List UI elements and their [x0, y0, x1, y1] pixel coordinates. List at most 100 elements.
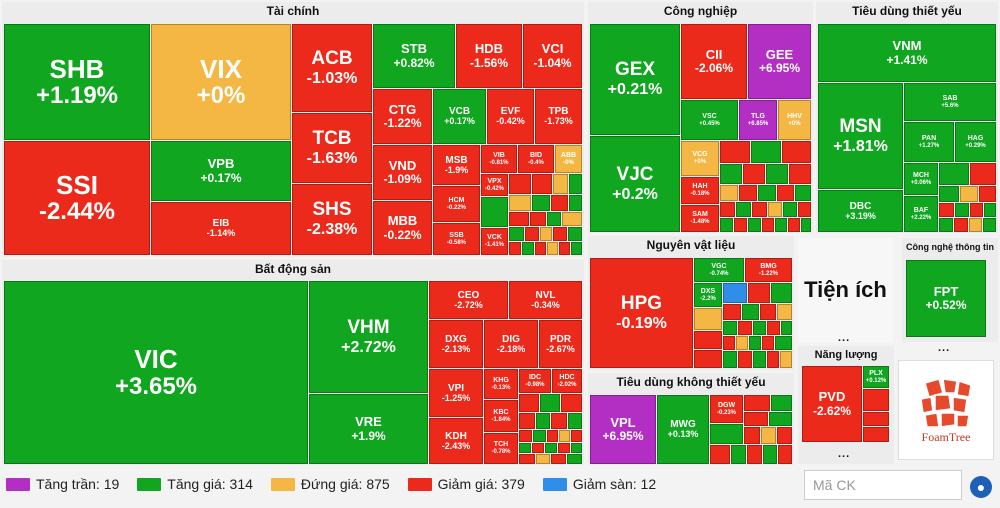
tile-KHG[interactable]: KHG -0.13% — [484, 369, 518, 399]
tile-small[interactable] — [777, 304, 792, 320]
tile-small[interactable] — [748, 283, 770, 303]
tile-small[interactable] — [532, 174, 552, 194]
tile-VCK[interactable]: VCK -1.41% — [481, 228, 508, 255]
tile-small[interactable] — [777, 427, 792, 444]
tile-VNM[interactable]: VNM +1.41% — [818, 24, 996, 82]
globe-icon[interactable]: ● — [970, 476, 992, 498]
tile-small[interactable] — [567, 454, 582, 464]
tile-VHM[interactable]: VHM +2.72% — [309, 281, 428, 393]
tile-MBB[interactable]: MBB -0.22% — [373, 201, 432, 255]
tile-small[interactable] — [571, 242, 582, 255]
legend-item-up[interactable]: Tăng giá: 314 — [137, 476, 253, 492]
tile-small[interactable] — [744, 395, 770, 411]
tile-small[interactable] — [863, 389, 889, 411]
tile-EIB[interactable]: EIB -1.14% — [151, 202, 291, 255]
tile-small[interactable] — [571, 443, 582, 453]
tile-small[interactable] — [744, 412, 768, 426]
tile-small[interactable] — [979, 186, 996, 202]
tile-small[interactable] — [777, 185, 794, 201]
tile-small[interactable] — [738, 321, 752, 335]
tile-small[interactable] — [551, 454, 566, 464]
tile-small[interactable] — [532, 195, 550, 211]
tile-small[interactable] — [954, 218, 968, 232]
tile-small[interactable] — [752, 202, 767, 217]
tile-HPG[interactable]: HPG -0.19% — [590, 258, 693, 368]
tile-VSC[interactable]: VSC +0.45% — [681, 100, 738, 140]
tile-HCM[interactable]: HCM -0.22% — [433, 186, 480, 222]
tile-KBC[interactable]: KBC -1.84% — [484, 400, 518, 432]
tile-small[interactable] — [753, 321, 766, 335]
tile-small[interactable] — [569, 195, 582, 211]
tile-small[interactable] — [533, 430, 546, 442]
tile-HAG[interactable]: HAG +0.29% — [955, 122, 996, 162]
tile-VPL[interactable]: VPL +6.95% — [590, 395, 656, 464]
tile-KDH[interactable]: KDH -2.43% — [429, 418, 483, 464]
tile-DBC[interactable]: DBC +3.19% — [818, 190, 903, 232]
tile-small[interactable] — [769, 412, 792, 426]
tile-small[interactable] — [939, 218, 953, 232]
tile-VPI[interactable]: VPI -1.25% — [429, 369, 483, 417]
tile-SSI[interactable]: SSI -2.44% — [4, 141, 150, 255]
tile-DGW[interactable]: DGW -0.23% — [710, 395, 743, 423]
tile-VCI[interactable]: VCI -1.04% — [523, 24, 582, 88]
tile-small[interactable] — [710, 424, 743, 444]
tile-small[interactable] — [747, 445, 762, 464]
tile-small[interactable] — [559, 430, 570, 442]
tile-ABB[interactable]: ABB -0% — [555, 145, 582, 173]
tile-small[interactable] — [540, 394, 560, 412]
tile-small[interactable] — [559, 242, 570, 255]
tile-small[interactable] — [781, 321, 792, 335]
foamtree-logo[interactable]: FoamTree — [898, 360, 994, 460]
tile-small[interactable] — [723, 304, 741, 320]
tile-VIC[interactable]: VIC +3.65% — [4, 281, 308, 464]
tile-small[interactable] — [939, 186, 959, 202]
tile-small[interactable] — [788, 218, 800, 232]
tile-small[interactable] — [738, 351, 752, 368]
tile-SAM[interactable]: SAM -1.48% — [681, 205, 719, 232]
tile-small[interactable] — [558, 443, 570, 453]
tile-small[interactable] — [731, 445, 746, 464]
tile-small[interactable] — [509, 212, 529, 226]
tile-VCB[interactable]: VCB +0.17% — [433, 89, 486, 144]
tile-small[interactable] — [710, 445, 730, 464]
tile-CII[interactable]: CII -2.06% — [681, 24, 747, 99]
tile-small[interactable] — [569, 174, 582, 194]
tile-small[interactable] — [720, 218, 733, 232]
tile-small[interactable] — [960, 186, 978, 202]
tile-MSN[interactable]: MSN +1.81% — [818, 83, 903, 189]
tile-small[interactable] — [970, 203, 983, 217]
legend-item-floor[interactable]: Giảm sàn: 12 — [542, 476, 656, 492]
tile-small[interactable] — [939, 163, 969, 185]
tile-small[interactable] — [744, 427, 760, 444]
tile-small[interactable] — [798, 202, 811, 217]
tile-small[interactable] — [509, 227, 524, 241]
tile-small[interactable] — [571, 430, 582, 442]
tile-small[interactable] — [536, 413, 550, 429]
tile-small[interactable] — [771, 395, 792, 411]
tile-small[interactable] — [723, 351, 737, 368]
tile-MCH[interactable]: MCH +0.06% — [904, 163, 938, 195]
tile-small[interactable] — [734, 218, 747, 232]
tile-small[interactable] — [547, 242, 558, 255]
tile-small[interactable] — [955, 203, 969, 217]
tile-small[interactable] — [535, 242, 546, 255]
tile-small[interactable] — [720, 164, 742, 184]
tile-SSB[interactable]: SSB -0.58% — [433, 223, 480, 255]
tile-small[interactable] — [723, 321, 737, 335]
tile-small[interactable] — [536, 454, 550, 464]
tile-small[interactable] — [509, 174, 531, 194]
tile-small[interactable] — [509, 195, 531, 211]
tile-small[interactable] — [551, 413, 567, 429]
tile-VND[interactable]: VND -1.09% — [373, 145, 432, 200]
tile-small[interactable] — [509, 242, 521, 255]
tile-BAF[interactable]: BAF +2.22% — [904, 196, 938, 232]
tile-small[interactable] — [751, 141, 781, 163]
tile-small[interactable] — [551, 195, 568, 211]
tile-CEO[interactable]: CEO -2.72% — [429, 281, 508, 319]
tile-TCB[interactable]: TCB -1.63% — [292, 113, 372, 183]
tile-MWG[interactable]: MWG +0.13% — [657, 395, 709, 464]
tile-PAN[interactable]: PAN +1.27% — [904, 122, 954, 162]
tile-small[interactable] — [767, 351, 779, 368]
tile-small[interactable] — [540, 227, 552, 241]
tile-DXG[interactable]: DXG -2.13% — [429, 320, 483, 368]
